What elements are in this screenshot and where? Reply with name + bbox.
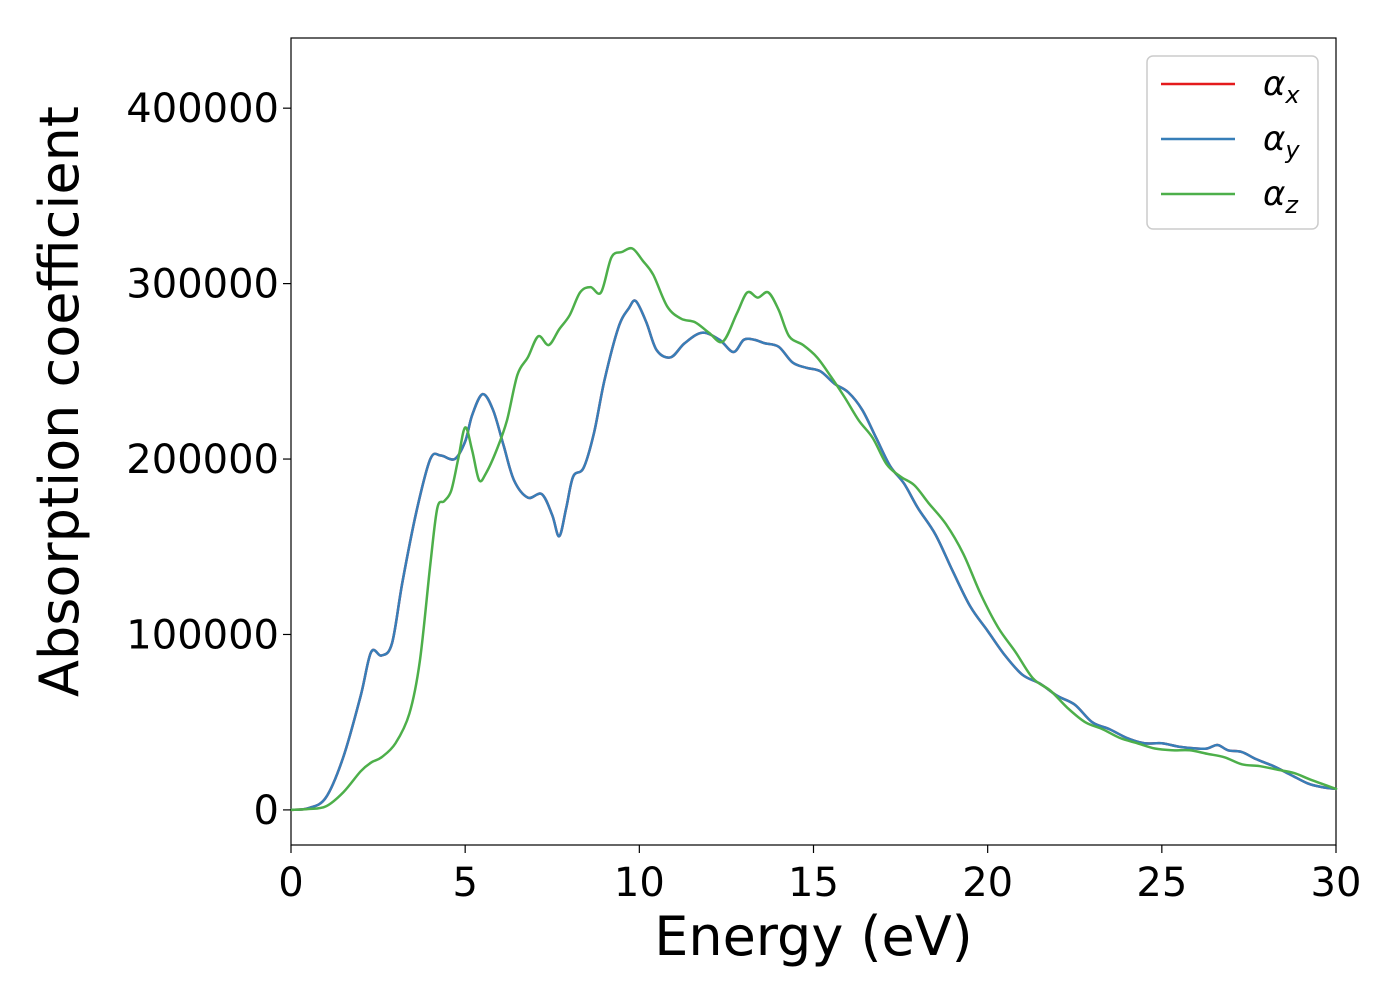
x-tick-label: 0	[278, 860, 303, 906]
series-line-y	[289, 299, 1338, 812]
y-tick-label: 400000	[126, 86, 279, 132]
x-tick-label: 25	[1136, 860, 1187, 906]
y-tick-label: 0	[254, 788, 279, 834]
x-tick-label: 30	[1311, 860, 1362, 906]
x-tick-label: 5	[452, 860, 477, 906]
legend-box	[1146, 55, 1319, 230]
x-tick-label: 20	[962, 860, 1013, 906]
legend: αx αy αz	[1146, 55, 1319, 230]
x-tick-label: 15	[788, 860, 839, 906]
y-tick-label: 200000	[126, 437, 279, 483]
legend-label-z: αz	[1263, 174, 1299, 219]
x-tick-label: 10	[614, 860, 665, 906]
legend-label-x: αx	[1263, 64, 1300, 109]
legend-label-y: αy	[1263, 119, 1300, 164]
y-axis-ticks: 0 100000 200000 300000 400000	[126, 86, 291, 834]
x-axis-ticks: 0 5 10 15 20 25 30	[278, 845, 1361, 906]
series-layer	[289, 246, 1338, 812]
y-tick-label: 300000	[126, 262, 279, 308]
series-line-x	[289, 299, 1338, 812]
y-axis-title: Absorption coefficient	[28, 106, 91, 697]
y-tick-label: 100000	[126, 612, 279, 658]
x-axis-title: Energy (eV)	[654, 905, 973, 968]
series-line-z	[289, 246, 1338, 812]
